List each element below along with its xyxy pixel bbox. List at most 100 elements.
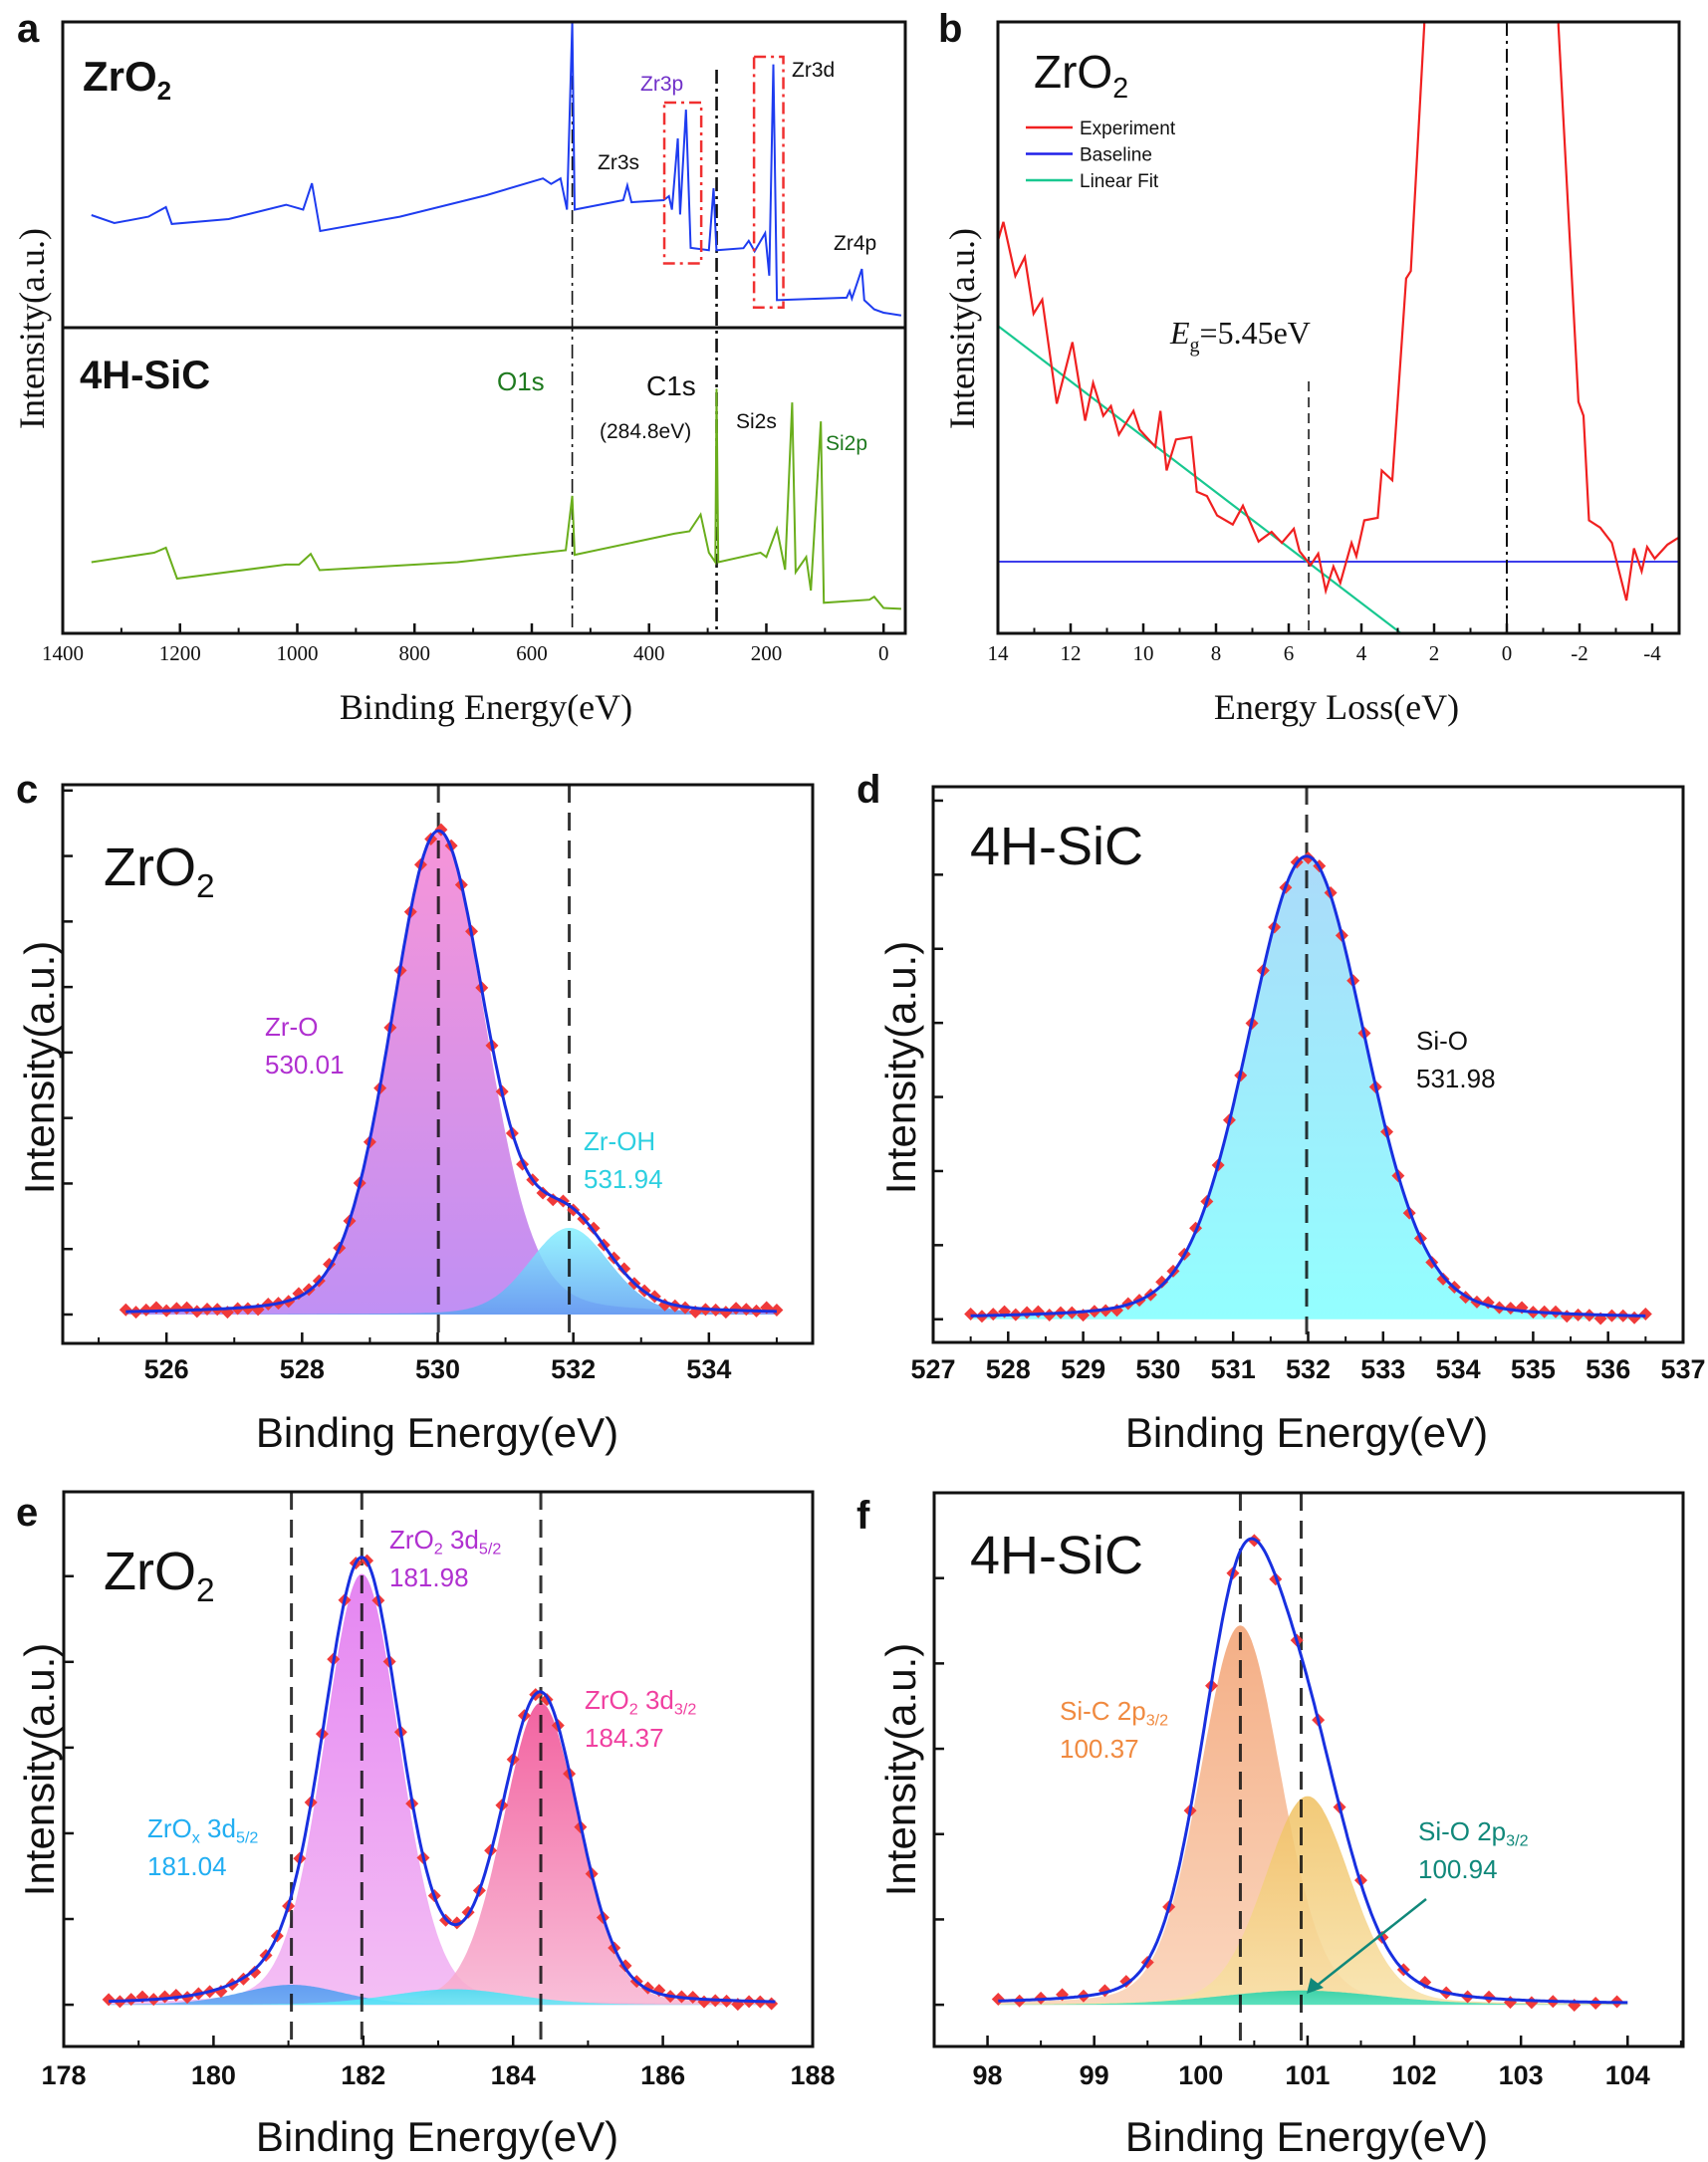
peak-annotation: C1s	[646, 370, 696, 401]
x-axis-label: Binding Energy(eV)	[1125, 2113, 1488, 2160]
subscript: 2	[1112, 73, 1128, 105]
x-tick-label: 800	[398, 641, 430, 665]
linear-fit-line	[998, 325, 1402, 633]
x-tick-label: 180	[191, 2060, 236, 2090]
panel-f-plot	[991, 1493, 1628, 2046]
x-tick-label: 530	[415, 1354, 460, 1384]
subscript: 2	[434, 1541, 443, 1559]
text-part: 3d	[443, 1525, 479, 1555]
x-tick-label: 103	[1499, 2060, 1544, 2090]
x-tick-label: 8	[1211, 641, 1222, 665]
component-value: 530.01	[265, 1050, 345, 1080]
fit-envelope-line	[109, 1556, 776, 2004]
component-peak-fill	[998, 1990, 1628, 2006]
x-tick-label: 178	[41, 2060, 86, 2090]
data-point	[450, 1916, 464, 1930]
data-point	[770, 1303, 784, 1317]
y-axis-label: Intensity(a.u.)	[16, 1643, 63, 1896]
survey-spectrum-4h-sic	[91, 388, 901, 610]
x-tick-label: 536	[1586, 1354, 1630, 1384]
x-tick-label: 537	[1660, 1354, 1705, 1384]
data-point	[190, 1305, 204, 1319]
subscript: x	[192, 1829, 200, 1847]
x-tick-label: 531	[1211, 1354, 1256, 1384]
component-label: ZrO2 3d5/2	[389, 1525, 501, 1559]
x-tick-label: 532	[551, 1354, 596, 1384]
component-label: Zr-OH	[584, 1126, 655, 1156]
x-axis-label: Binding Energy(eV)	[1125, 1409, 1488, 1456]
x-tick-label: 1200	[159, 641, 201, 665]
component-value: 181.04	[147, 1851, 227, 1881]
panel-letter-e: e	[16, 1491, 38, 1535]
text-part: ZrO	[585, 1685, 629, 1715]
x-tick-label: 400	[633, 641, 665, 665]
y-axis-label: Intensity(a.u.)	[12, 228, 52, 429]
text-part: ZrO	[389, 1525, 434, 1555]
subscript: 5/2	[236, 1829, 258, 1847]
legend-entry: Baseline	[1080, 145, 1152, 166]
x-tick-label: 529	[1061, 1354, 1105, 1384]
x-tick-label: 101	[1285, 2060, 1330, 2090]
component-label: Si-O	[1416, 1026, 1468, 1056]
fit-envelope-line	[998, 1537, 1628, 2005]
x-tick-label: 200	[751, 641, 783, 665]
x-tick-label: 0	[878, 641, 889, 665]
text-part: ZrO	[83, 53, 157, 100]
x-tick-label: 6	[1284, 641, 1295, 665]
x-axis-label: Energy Loss(eV)	[1214, 687, 1459, 727]
peak-annotation: Zr3d	[792, 59, 835, 82]
fit-envelope-line	[970, 854, 1646, 1318]
arrow-head-icon	[1307, 1978, 1324, 1994]
component-label: ZrO2 3d3/2	[585, 1685, 696, 1719]
text-part: ZrO	[1034, 46, 1112, 98]
peak-annotation: Zr4p	[834, 232, 876, 255]
peak-annotation: Si2s	[736, 410, 777, 433]
x-tick-label: -2	[1571, 641, 1588, 665]
x-tick-label: 186	[640, 2060, 685, 2090]
data-point	[248, 1965, 262, 1979]
legend-entry: Linear Fit	[1080, 171, 1159, 192]
x-tick-label: 1000	[276, 641, 318, 665]
x-tick-label: 10	[1132, 641, 1153, 665]
highlight-box	[662, 101, 703, 265]
component-label: ZrOx 3d5/2	[147, 1813, 258, 1847]
subscript: 3/2	[1506, 1832, 1528, 1850]
panel-letter-d: d	[856, 768, 880, 812]
data-point	[1436, 1272, 1450, 1286]
subscript: 2	[157, 76, 171, 106]
component-label: Si-C 2p3/2	[1060, 1696, 1168, 1730]
sample-label: ZrO2	[104, 838, 215, 905]
x-axis-label: Binding Energy(eV)	[340, 687, 632, 727]
x-tick-label: 14	[988, 641, 1010, 665]
component-value: 184.37	[585, 1723, 664, 1753]
survey-spectrum-zro2	[91, 22, 902, 317]
panel-letter-c: c	[16, 768, 38, 812]
x-tick-label: 4	[1356, 641, 1367, 665]
x-tick-label: 1400	[42, 641, 84, 665]
x-tick-label: 188	[790, 2060, 835, 2090]
highlight-box	[752, 55, 785, 309]
peak-annotation: O1s	[497, 366, 545, 396]
sample-label-4h-sic: 4H-SiC	[80, 354, 210, 397]
x-tick-label: 528	[280, 1354, 325, 1384]
component-peak-fill	[970, 855, 1646, 1320]
text-part: 4H-SiC	[80, 354, 210, 397]
y-axis-label: Intensity(a.u.)	[877, 941, 924, 1194]
x-tick-label: 102	[1392, 2060, 1437, 2090]
text-part: ZrO	[104, 838, 196, 897]
component-value: 100.94	[1418, 1854, 1498, 1884]
x-tick-label: 534	[1436, 1354, 1481, 1384]
x-tick-label: 184	[491, 2060, 536, 2090]
x-tick-label: 535	[1511, 1354, 1556, 1384]
component-peak-fill	[109, 1985, 776, 2006]
text-part: ZrO	[147, 1813, 192, 1843]
panel-b-plot	[998, 22, 1679, 633]
y-axis-label: Intensity(a.u.)	[16, 941, 63, 1194]
component-value: 181.98	[389, 1562, 469, 1592]
band-gap-annotation: Eg=5.45eV	[1169, 315, 1311, 357]
x-tick-label: 0	[1502, 641, 1513, 665]
sample-label-zro2: ZrO2	[83, 53, 171, 106]
data-point	[991, 1992, 1005, 2006]
panel-e-plot	[102, 1492, 779, 2046]
